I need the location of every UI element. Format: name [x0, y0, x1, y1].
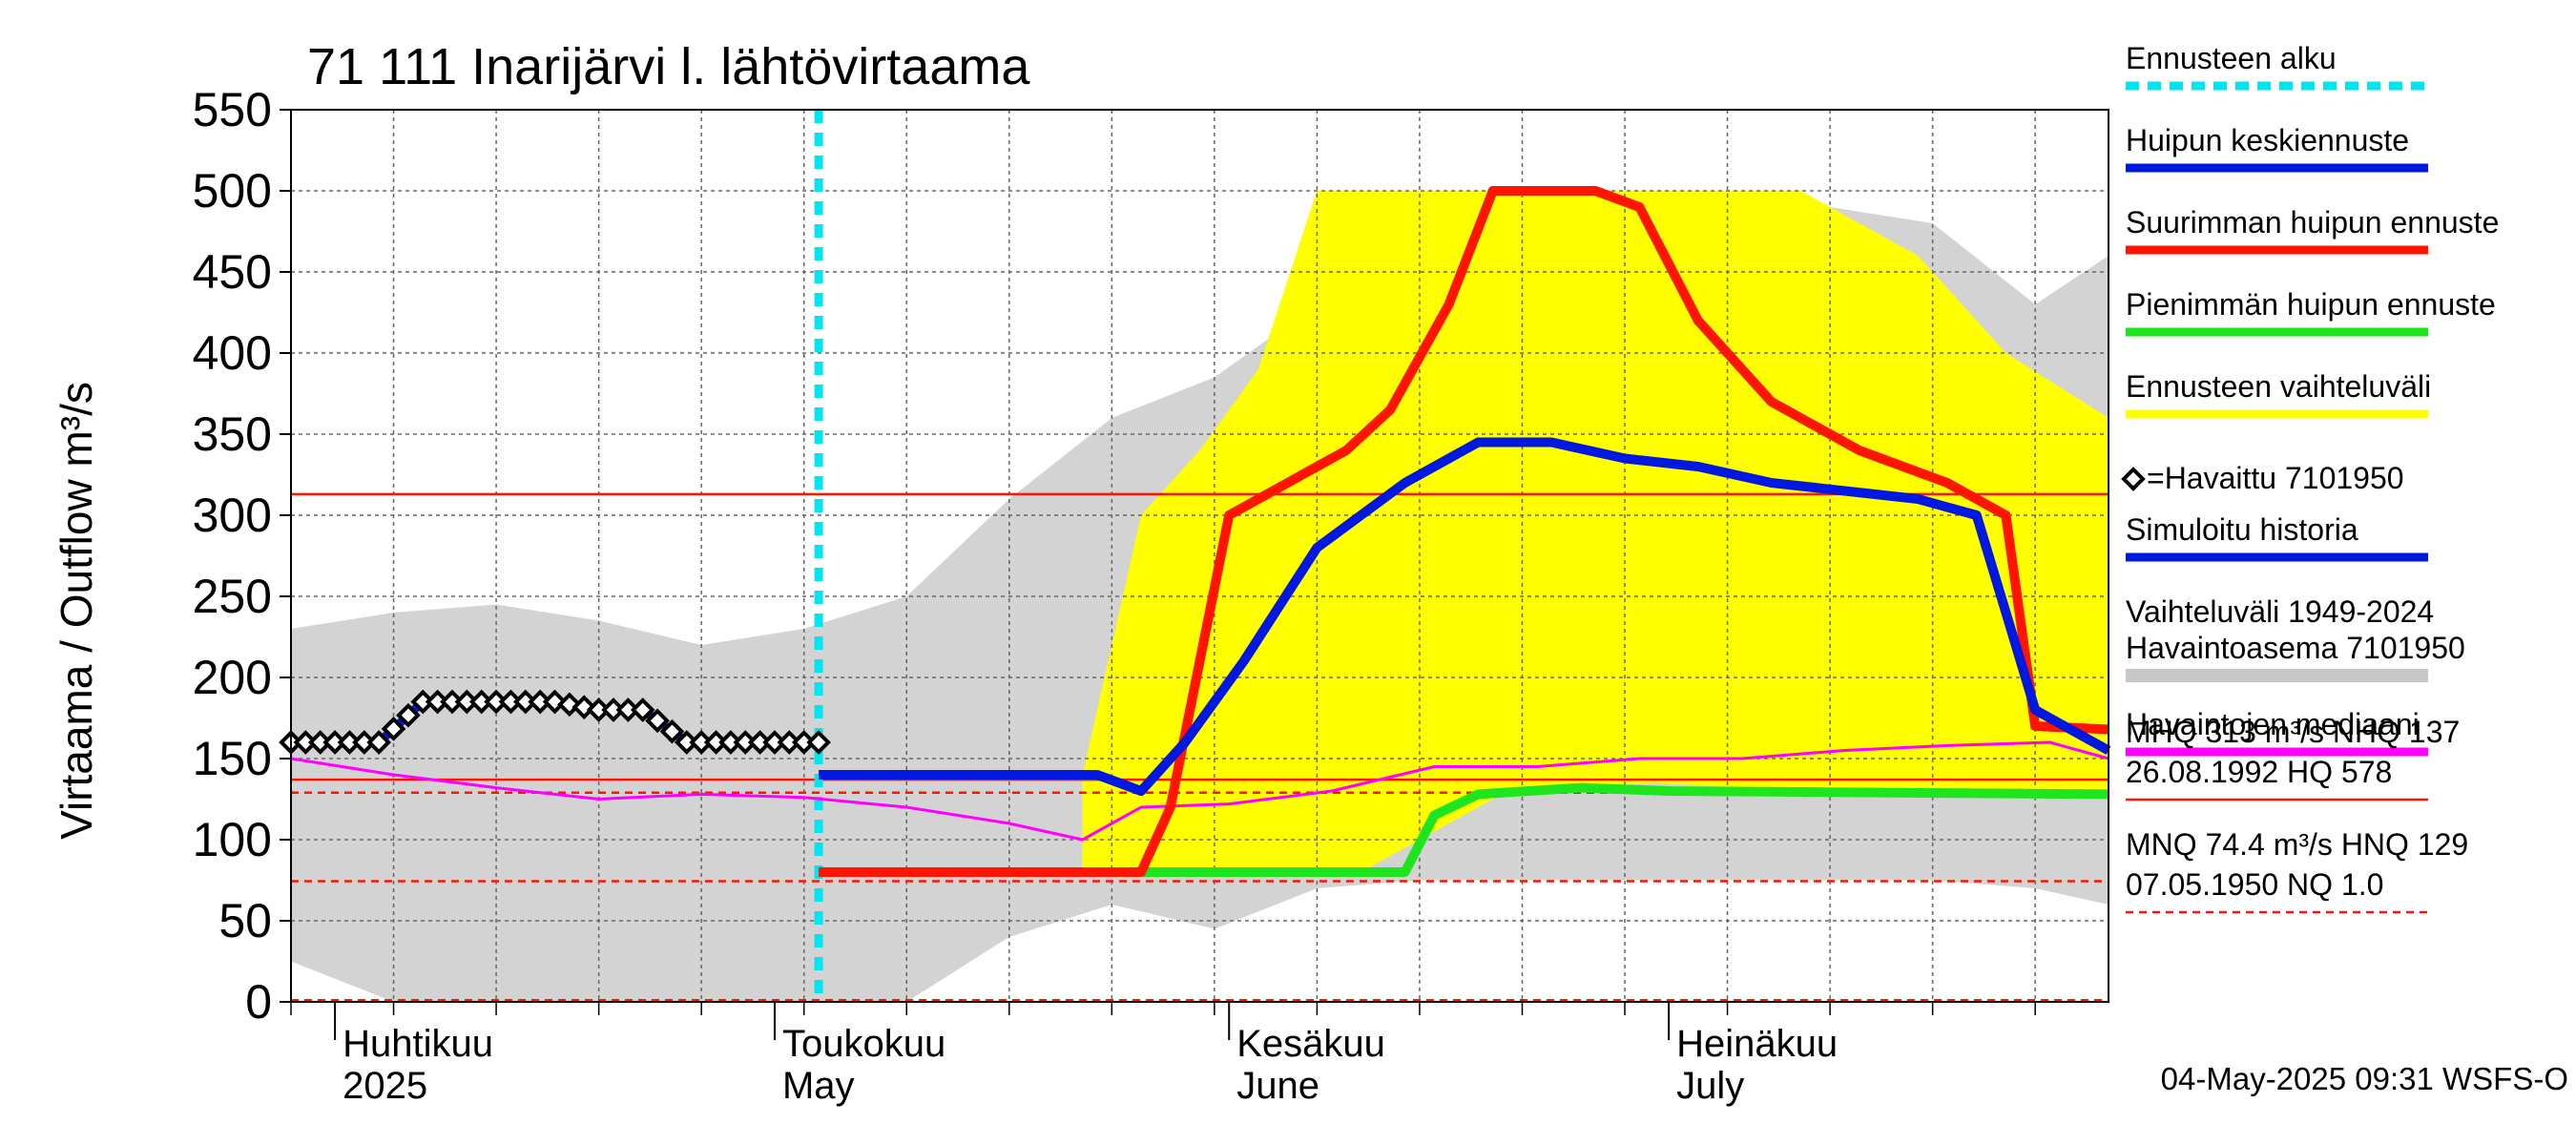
- y-tick-label: 100: [193, 813, 272, 866]
- month-label: Kesäkuu: [1236, 1023, 1385, 1065]
- observed-point: [806, 730, 831, 755]
- month-label: Heinäkuu: [1676, 1023, 1838, 1065]
- legend-label: Simuloitu historia: [2126, 512, 2358, 547]
- stats-line: 26.08.1992 HQ 578: [2126, 755, 2392, 789]
- y-tick-label: 450: [193, 245, 272, 299]
- legend-label: Havaintoasema 7101950: [2126, 631, 2465, 665]
- stats-line: 07.05.1950 NQ 1.0: [2126, 867, 2383, 902]
- legend-label: Vaihteluväli 1949-2024: [2126, 594, 2434, 629]
- max-peak-series-line: [819, 186, 2109, 877]
- legend-label: Ennusteen vaihteluväli: [2126, 369, 2431, 404]
- observed-point: [396, 702, 421, 728]
- min-peak-series-line: [1141, 782, 2109, 877]
- legend-marker: [2121, 467, 2146, 491]
- y-tick-label: 200: [193, 651, 272, 704]
- y-tick-label: 350: [193, 407, 272, 461]
- y-tick-label: 550: [193, 83, 272, 136]
- legend-label: Huipun keskiennuste: [2126, 123, 2409, 157]
- stats-line: MNQ 74.4 m³/s HNQ 129: [2126, 827, 2468, 862]
- forecast-range-band: [1082, 191, 2109, 872]
- observed-point: [381, 717, 406, 741]
- observed-point: [366, 730, 392, 755]
- legend-label: =Havaittu 7101950: [2147, 461, 2404, 495]
- y-tick-label: 300: [193, 489, 272, 542]
- y-tick-label: 50: [218, 894, 272, 947]
- y-tick-label: 400: [193, 326, 272, 380]
- plot-area: [290, 109, 2109, 1003]
- month-label: Toukokuu: [782, 1023, 945, 1065]
- chart-title: 71 111 Inarijärvi l. lähtövirtaama: [307, 38, 1030, 95]
- stats-line: MHQ 313 m³/s NHQ 137: [2126, 715, 2460, 749]
- y-tick-label: 250: [193, 570, 272, 623]
- month-sublabel: July: [1676, 1065, 1744, 1107]
- y-tick-label: 500: [193, 164, 272, 218]
- y-tick-label: 150: [193, 732, 272, 785]
- observed-point: [659, 718, 685, 744]
- mean-peak-series-line: [819, 437, 2111, 796]
- median-series-line: [290, 740, 2109, 842]
- month-sublabel: May: [782, 1065, 855, 1107]
- legend-label: Ennusteen alku: [2126, 41, 2337, 75]
- y-tick-label: 0: [245, 975, 272, 1029]
- observed-point: [630, 697, 655, 722]
- legend-label: Pienimmän huipun ennuste: [2126, 287, 2496, 322]
- legend-label: Suurimman huipun ennuste: [2126, 205, 2499, 239]
- month-sublabel: 2025: [343, 1065, 427, 1107]
- month-sublabel: June: [1236, 1065, 1319, 1107]
- month-label: Huhtikuu: [343, 1023, 493, 1065]
- y-axis-label: Virtaama / Outflow m³/s: [52, 382, 101, 840]
- footer-timestamp: 04-May-2025 09:31 WSFS-O: [2161, 1061, 2568, 1096]
- legend-label: Havaintojen mediaani: [2126, 707, 2420, 741]
- observed-point: [645, 708, 670, 734]
